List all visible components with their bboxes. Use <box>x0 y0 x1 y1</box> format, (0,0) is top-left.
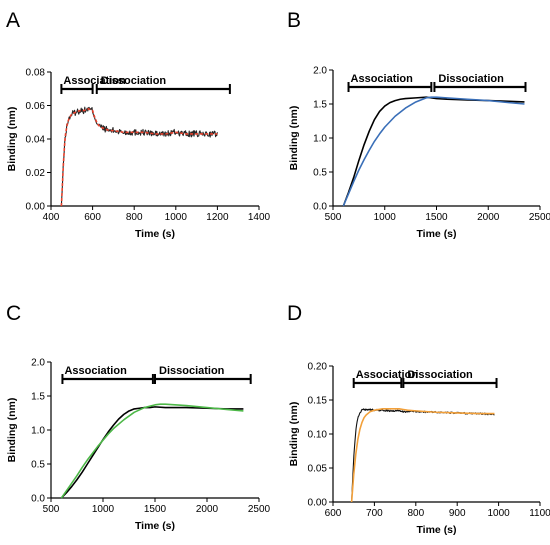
chart-c-association-label: Association <box>64 365 127 377</box>
chart-a-x-tick-label: 800 <box>126 212 143 223</box>
chart-d-y-tick-label: 0.00 <box>308 498 328 509</box>
chart-b-y-tick-label: 1.5 <box>313 100 327 111</box>
chart-b-association-label: Association <box>351 73 414 85</box>
chart-panel-c: 500 1000 1500 2000 2500 0.0 0.5 1.0 1.5 2.0 Time (… <box>6 358 271 533</box>
panel-letter-c: C <box>6 302 21 325</box>
chart-b-y-axis-title: Binding (nm) <box>288 106 300 171</box>
panel-letter-a: A <box>6 9 20 32</box>
panel-letter-b: B <box>287 9 301 32</box>
chart-a-x-tick-label: 1200 <box>206 212 229 223</box>
chart-b-x-tick-label: 2000 <box>477 212 500 223</box>
chart-a-y-tick-label: 0.02 <box>26 168 46 179</box>
chart-a-x-tick-label: 600 <box>84 212 101 223</box>
chart-c-x-tick-label: 1000 <box>92 504 115 515</box>
chart-a-y-tick-label: 0.06 <box>26 101 46 112</box>
chart-panel-d: 600 700 800 900 1000 1100 0.00 0.05 0.10 0.15 0.20… <box>288 362 550 537</box>
chart-c-x-tick-label: 2500 <box>248 504 271 515</box>
chart-d-y-tick-label: 0.20 <box>308 362 328 373</box>
chart-a-measured-curve <box>60 106 218 205</box>
chart-a-x-tick-label: 400 <box>43 212 60 223</box>
chart-b-x-tick-label: 1500 <box>425 212 448 223</box>
chart-b-y-tick-label: 2.0 <box>313 66 327 77</box>
chart-d-x-tick-label: 1100 <box>529 508 550 519</box>
chart-d-x-axis-title: Time (s) <box>416 524 456 536</box>
chart-a-x-tick-label: 1400 <box>248 212 271 223</box>
chart-a-y-tick-label: 0.08 <box>26 68 46 79</box>
chart-d-x-tick-label: 900 <box>449 508 466 519</box>
chart-a-y-axis-title: Binding (nm) <box>6 107 18 172</box>
chart-c-y-tick-label: 1.0 <box>31 426 45 437</box>
chart-d-y-axis-title: Binding (nm) <box>288 402 300 467</box>
chart-c-y-tick-label: 0.0 <box>31 494 45 505</box>
chart-b-y-tick-label: 1.0 <box>313 134 327 145</box>
chart-c-dissociation-label: Dissociation <box>159 365 225 377</box>
panel-letter-d: D <box>287 302 302 325</box>
chart-c-measured-curve <box>60 406 244 499</box>
chart-d-fit-curve <box>350 408 495 503</box>
chart-c-y-tick-label: 2.0 <box>31 358 45 369</box>
chart-c-x-tick-label: 2000 <box>196 504 219 515</box>
chart-b-x-tick-label: 500 <box>325 212 342 223</box>
chart-b-x-axis-title: Time (s) <box>416 228 456 240</box>
chart-panel-b: 500 1000 1500 2000 2500 0.0 0.5 1.0 1.5 2.0 Time (… <box>288 66 550 241</box>
chart-b-y-tick-label: 0.5 <box>313 168 327 179</box>
chart-d-x-tick-label: 700 <box>366 508 383 519</box>
chart-d-y-tick-label: 0.15 <box>308 396 328 407</box>
chart-a-y-tick-label: 0.04 <box>26 135 46 146</box>
chart-a-x-axis-title: Time (s) <box>135 228 175 240</box>
chart-c-y-tick-label: 0.5 <box>31 460 45 471</box>
chart-d-x-tick-label: 600 <box>325 508 342 519</box>
chart-c-y-axis-title: Binding (nm) <box>6 398 18 463</box>
chart-panel-a: 400 600 800 1000 1200 1400 0.00 0.02 0.04 0.06 0.0… <box>6 68 271 241</box>
chart-d-x-tick-label: 800 <box>407 508 424 519</box>
chart-b-measured-curve <box>342 96 525 207</box>
chart-c-x-tick-label: 500 <box>43 504 60 515</box>
chart-d-measured-curve <box>351 408 495 503</box>
chart-a-x-tick-label: 1000 <box>165 212 188 223</box>
chart-d-y-tick-label: 0.05 <box>308 464 328 475</box>
chart-d-x-tick-label: 1000 <box>487 508 510 519</box>
chart-d-y-tick-label: 0.10 <box>308 430 328 441</box>
chart-c-x-axis-title: Time (s) <box>135 520 175 532</box>
chart-d-dissociation-label: Dissociation <box>407 369 473 381</box>
chart-b-y-tick-label: 0.0 <box>313 202 327 213</box>
chart-a-fit-curve <box>60 108 218 207</box>
chart-b-x-tick-label: 1000 <box>374 212 397 223</box>
chart-c-x-tick-label: 1500 <box>144 504 167 515</box>
chart-c-y-tick-label: 1.5 <box>31 392 45 403</box>
chart-a-dissociation-label: Dissociation <box>101 75 167 87</box>
chart-b-fit-curve <box>342 96 525 207</box>
chart-b-x-tick-label: 2500 <box>529 212 550 223</box>
chart-b-dissociation-label: Dissociation <box>438 73 504 85</box>
chart-a-y-tick-label: 0.00 <box>26 202 46 213</box>
chart-a-association-label: Association <box>63 75 126 87</box>
chart-c-fit-curve <box>60 403 244 499</box>
